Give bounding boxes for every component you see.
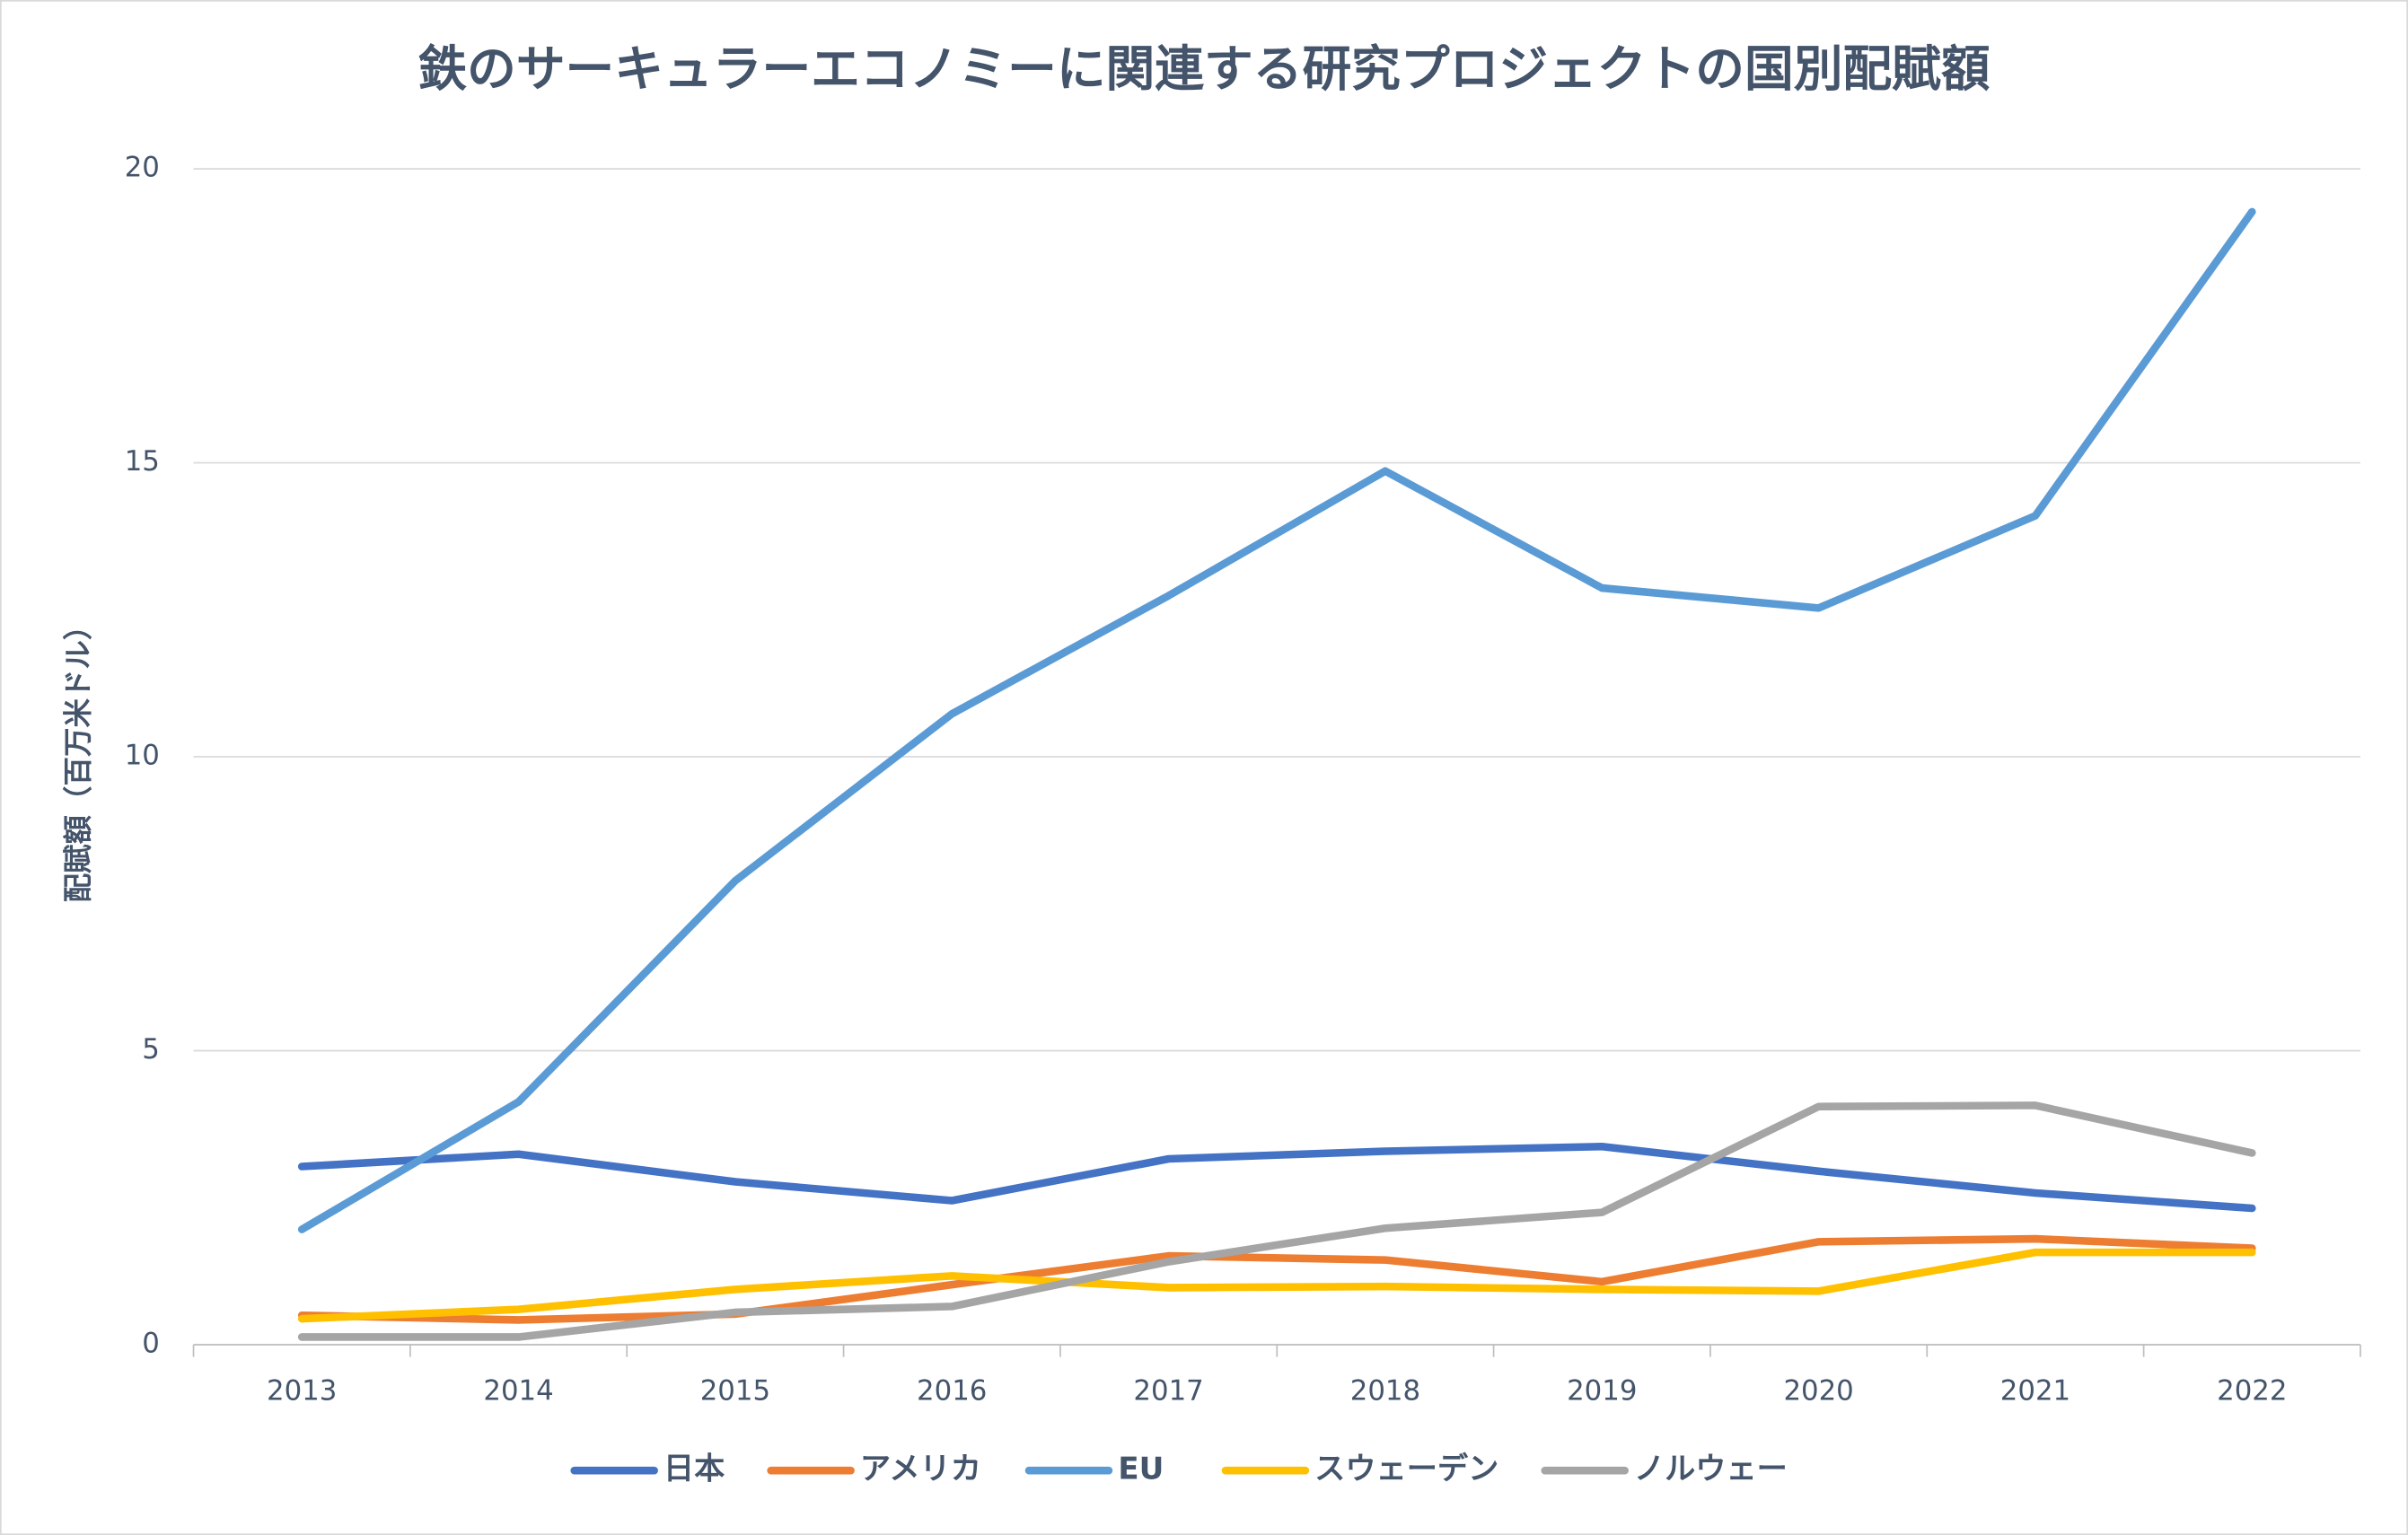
y-tick-label: 15 [125,445,160,478]
legend-label: アメリカ [860,1452,981,1487]
series-line [297,1142,2256,1213]
legend-label: スウェーデン [1314,1452,1498,1487]
series-line [297,1248,2256,1323]
x-tick-label: 2021 [2000,1374,2070,1407]
y-tick-label: 10 [125,740,160,772]
y-tick-label: 20 [125,152,160,184]
x-tick-label: 2022 [2217,1374,2287,1407]
x-tick-label: 2013 [267,1374,337,1407]
y-axis-label: 配賦額（百万米ドル） [61,611,95,903]
series-line [297,207,2256,1233]
series-line [297,1234,2256,1324]
y-tick-label: 5 [142,1033,160,1066]
x-tick-label: 2019 [1567,1374,1637,1407]
legend-label: EU [1118,1452,1164,1487]
chart-title: 鉄のサーキュラーエコノミーに関連する研究プロジェクトの国別配賦額 [417,40,1990,98]
x-tick-label: 2016 [917,1374,987,1407]
y-tick-label: 0 [142,1327,160,1359]
x-tick-label: 2020 [1783,1374,1853,1407]
series-line [297,1101,2256,1341]
legend-label: 日本 [664,1452,725,1487]
x-tick-label: 2018 [1350,1374,1420,1407]
x-tick-label: 2015 [700,1374,770,1407]
x-tick-label: 2017 [1133,1374,1203,1407]
legend-label: ノルウェー [1634,1452,1788,1487]
x-tick-label: 2014 [483,1374,553,1407]
